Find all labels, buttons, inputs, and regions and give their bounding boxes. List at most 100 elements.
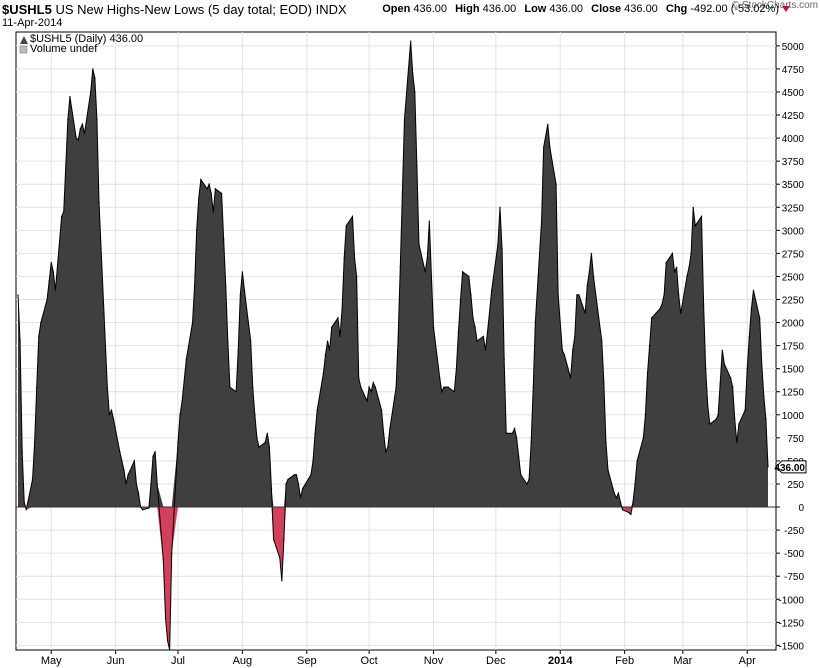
y-tick-label: -1500	[778, 641, 804, 652]
data-point	[706, 404, 709, 407]
data-point	[428, 220, 431, 222]
data-point	[424, 271, 427, 273]
y-tick-label: -1250	[778, 618, 804, 629]
high-value: 436.00	[482, 3, 517, 15]
data-point	[357, 377, 360, 379]
data-point	[571, 349, 574, 352]
data-point	[60, 215, 63, 218]
data-point	[555, 183, 557, 185]
data-point	[35, 386, 38, 388]
data-point	[312, 460, 314, 462]
data-point	[337, 317, 339, 319]
data-point	[249, 340, 252, 342]
data-point	[372, 381, 375, 384]
data-point	[37, 335, 40, 338]
data-point	[23, 501, 26, 504]
data-point	[729, 377, 732, 379]
ohlc-readout: Open 436.00 High 436.00 Low 436.00 Close…	[377, 3, 790, 15]
data-point	[164, 616, 167, 619]
data-point	[592, 275, 595, 278]
data-point	[621, 509, 624, 511]
data-point	[395, 386, 397, 388]
data-point	[69, 95, 71, 98]
data-point	[586, 284, 589, 287]
x-tick-label: Sep	[297, 655, 317, 667]
data-point	[605, 441, 607, 444]
y-tick-label: 3500	[782, 180, 805, 191]
data-point	[733, 418, 736, 421]
data-point	[546, 123, 549, 126]
data-point	[748, 335, 751, 338]
data-point	[617, 492, 620, 494]
data-point	[526, 483, 528, 485]
data-point	[731, 386, 734, 388]
data-point	[646, 372, 649, 375]
data-point	[112, 418, 115, 421]
data-point	[152, 455, 154, 458]
y-tick-label: 250	[787, 480, 804, 491]
data-point	[661, 303, 663, 305]
data-point	[324, 354, 327, 356]
data-point	[715, 418, 717, 421]
y-tick-label: 4750	[782, 65, 805, 76]
data-point	[416, 164, 418, 167]
data-point	[528, 478, 530, 481]
data-point	[519, 473, 522, 476]
series-type-icon	[20, 36, 28, 44]
data-point	[21, 450, 23, 453]
high-label: High	[455, 3, 480, 15]
data-point	[694, 224, 697, 227]
data-point	[281, 580, 283, 582]
data-point	[499, 206, 501, 209]
data-point	[62, 211, 65, 213]
data-point	[98, 201, 100, 204]
data-point	[195, 229, 198, 232]
x-tick-label: Oct	[361, 655, 378, 667]
data-point	[752, 289, 755, 292]
data-point	[744, 409, 746, 411]
data-point	[588, 271, 591, 273]
data-point	[75, 137, 77, 139]
data-point	[94, 77, 96, 79]
y-tick-label: 4500	[782, 88, 805, 99]
x-tick-label: Jun	[107, 655, 125, 667]
y-tick-label: 1000	[782, 411, 805, 422]
data-point	[237, 349, 240, 352]
open-value: 436.00	[413, 3, 448, 15]
data-point	[675, 266, 678, 269]
data-point	[513, 427, 516, 430]
data-point	[135, 483, 138, 485]
negative-area	[18, 507, 768, 650]
data-point	[750, 307, 753, 310]
data-point	[81, 123, 84, 126]
low-value: 436.00	[549, 3, 584, 15]
data-point	[48, 280, 50, 282]
data-point	[46, 298, 48, 301]
watermark: © StockCharts.com	[731, 0, 818, 11]
data-point	[746, 367, 749, 370]
data-point	[763, 395, 765, 398]
data-point	[127, 473, 129, 476]
y-tick-label: 2000	[782, 319, 805, 330]
data-point	[125, 483, 127, 485]
data-point	[235, 390, 237, 393]
data-point	[150, 483, 152, 485]
data-point	[445, 386, 447, 388]
y-tick-label: 750	[787, 434, 804, 445]
data-point	[212, 211, 215, 213]
data-point	[258, 446, 260, 448]
data-point	[345, 224, 348, 227]
data-point	[542, 146, 545, 149]
data-point	[121, 460, 123, 462]
data-point	[108, 413, 111, 416]
data-point	[723, 363, 726, 365]
volume-icon	[19, 45, 28, 54]
data-point	[295, 473, 298, 476]
data-point	[83, 132, 86, 135]
data-point	[380, 409, 383, 411]
data-point	[686, 275, 688, 278]
data-point	[736, 441, 738, 444]
data-point	[411, 72, 414, 75]
data-point	[141, 509, 144, 511]
